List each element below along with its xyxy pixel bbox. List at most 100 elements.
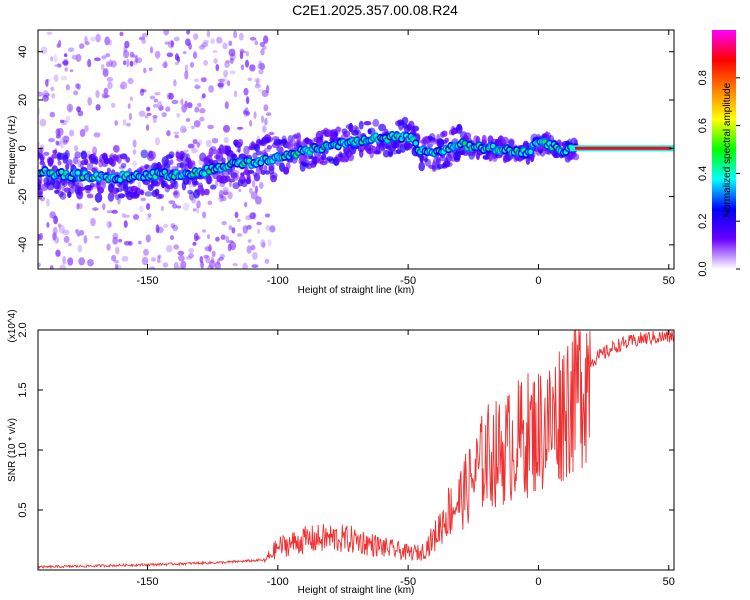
heatmap-cell bbox=[190, 61, 194, 68]
heatmap-cell bbox=[124, 40, 130, 49]
heatmap-cell bbox=[239, 48, 244, 54]
heatmap-cell bbox=[218, 81, 225, 89]
heatmap-cell bbox=[139, 88, 145, 96]
heatmap-cell bbox=[52, 226, 58, 236]
heatmap-cell bbox=[57, 127, 64, 136]
heatmap-cell bbox=[38, 91, 44, 97]
x-tick-label: 50 bbox=[663, 576, 675, 588]
heatmap-cell bbox=[233, 30, 238, 39]
heatmap-cell bbox=[39, 118, 47, 127]
heatmap-cell bbox=[256, 78, 260, 86]
heatmap-cell bbox=[93, 132, 101, 138]
heatmap-cell bbox=[185, 118, 191, 122]
heatmap-cell bbox=[250, 244, 256, 251]
heatmap-cell bbox=[65, 159, 73, 165]
heatmap-cell bbox=[215, 236, 220, 242]
heatmap-cell bbox=[426, 143, 434, 148]
heatmap-cell bbox=[141, 38, 147, 44]
y-multiplier-label: (x10^4) bbox=[7, 309, 18, 342]
heatmap-cell bbox=[146, 106, 151, 112]
heatmap-cell bbox=[54, 236, 60, 244]
heatmap-cell bbox=[508, 139, 515, 147]
heatmap-cell bbox=[208, 85, 215, 93]
y-tick-label: 1.5 bbox=[17, 382, 29, 397]
heatmap-cell bbox=[126, 122, 131, 127]
heatmap-cell bbox=[424, 158, 432, 167]
heatmap-cell bbox=[223, 136, 229, 144]
heatmap-cell bbox=[140, 89, 147, 93]
heatmap-cell bbox=[119, 31, 124, 37]
heatmap-cell bbox=[243, 87, 249, 96]
heatmap-cell bbox=[108, 39, 112, 46]
heatmap-cell bbox=[244, 166, 249, 176]
heatmap-cell bbox=[80, 150, 88, 160]
heatmap-cell bbox=[249, 212, 256, 220]
bottom-y-axis-label: SNR (10 * v/v) bbox=[7, 418, 18, 482]
heatmap-cell bbox=[228, 178, 236, 183]
heatmap-cell bbox=[117, 177, 123, 183]
heatmap-cell bbox=[157, 259, 163, 264]
heatmap-cell bbox=[140, 149, 149, 159]
heatmap-cell bbox=[162, 62, 168, 68]
heatmap-cell bbox=[176, 205, 182, 209]
heatmap-cell bbox=[265, 112, 272, 116]
heatmap-cell bbox=[237, 138, 244, 147]
heatmap-cell bbox=[238, 189, 242, 192]
heatmap-cell bbox=[111, 209, 118, 214]
heatmap-cell bbox=[211, 250, 216, 257]
x-tick-label: -100 bbox=[267, 275, 289, 287]
y-tick-label: -20 bbox=[17, 189, 29, 205]
heatmap-cell bbox=[99, 181, 106, 190]
heatmap-cell bbox=[59, 191, 67, 200]
heatmap-cell bbox=[258, 69, 264, 75]
heatmap-cell bbox=[87, 97, 92, 106]
heatmap-cell bbox=[73, 145, 79, 152]
y-tick-label: 0.5 bbox=[17, 502, 29, 517]
heatmap-cell bbox=[108, 221, 113, 228]
heatmap-cell bbox=[112, 145, 120, 153]
heatmap-cell bbox=[59, 119, 65, 124]
heatmap-cell bbox=[245, 96, 250, 105]
heatmap-cell bbox=[89, 182, 95, 188]
heatmap-cell bbox=[105, 53, 111, 58]
heatmap-cell bbox=[218, 256, 224, 261]
heatmap-cell bbox=[246, 173, 251, 182]
heatmap-cell bbox=[92, 146, 98, 156]
heatmap-cell bbox=[182, 202, 190, 211]
heatmap-cell bbox=[263, 165, 268, 172]
heatmap-cell bbox=[266, 145, 273, 150]
heatmap-cell bbox=[194, 106, 200, 113]
heatmap-cell bbox=[110, 159, 116, 167]
heatmap-cell bbox=[160, 205, 164, 212]
heatmap-cell bbox=[336, 126, 341, 135]
heatmap-cell bbox=[242, 262, 248, 269]
heatmap-cell bbox=[95, 104, 101, 111]
heatmap-cell bbox=[183, 104, 189, 110]
heatmap-cell bbox=[252, 180, 256, 188]
heatmap-cell bbox=[132, 60, 138, 66]
heatmap-cell bbox=[142, 180, 150, 185]
heatmap-cell bbox=[212, 50, 218, 54]
heatmap-cell bbox=[155, 224, 160, 234]
heatmap-cell bbox=[79, 128, 86, 138]
heatmap-cell bbox=[60, 140, 64, 149]
heatmap-cell bbox=[257, 63, 264, 70]
heatmap-cell bbox=[39, 154, 45, 160]
heatmap-cell bbox=[191, 147, 198, 154]
heatmap-cell bbox=[228, 225, 233, 231]
heatmap-cell bbox=[260, 48, 265, 56]
heatmap-cell bbox=[107, 192, 115, 202]
heatmap-cell bbox=[51, 93, 56, 99]
heatmap-cell bbox=[112, 232, 119, 240]
top-y-axis-label: Frequency (Hz) bbox=[7, 116, 18, 185]
heatmap-cell bbox=[44, 78, 49, 86]
heatmap-cell bbox=[114, 260, 119, 264]
heatmap-cell bbox=[185, 256, 192, 260]
heatmap-cell bbox=[154, 50, 161, 59]
heatmap-cell bbox=[173, 261, 179, 269]
heatmap-cell bbox=[104, 36, 111, 46]
heatmap-cell bbox=[199, 116, 205, 122]
heatmap-cell bbox=[78, 186, 86, 191]
bottom-x-axis-label: Height of straight line (km) bbox=[298, 585, 415, 596]
heatmap-cell bbox=[50, 86, 55, 92]
